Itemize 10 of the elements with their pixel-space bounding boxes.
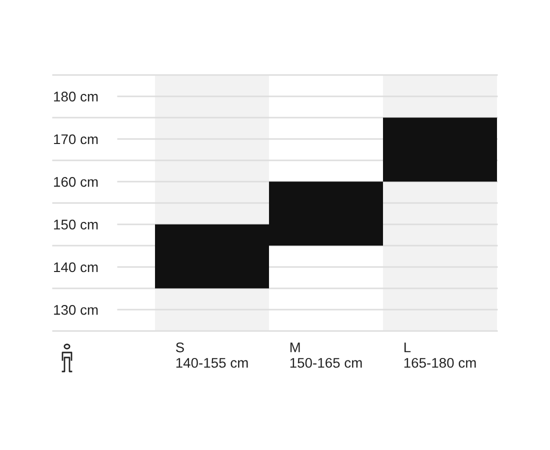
y-tick-label: 170 cm	[54, 134, 98, 144]
y-tick-label: 150 cm	[54, 220, 98, 230]
bar	[383, 118, 497, 182]
y-tick-label: 160 cm	[54, 177, 98, 187]
y-tick-label: 130 cm	[54, 305, 98, 315]
y-tick-label: 180 cm	[54, 92, 98, 102]
x-tick-label: L 165-180 cm	[404, 342, 476, 368]
y-tick-label: 140 cm	[54, 262, 98, 272]
x-tick-label: S 140-155 cm	[176, 342, 248, 368]
x-tick-label: M 150-165 cm	[290, 342, 362, 368]
